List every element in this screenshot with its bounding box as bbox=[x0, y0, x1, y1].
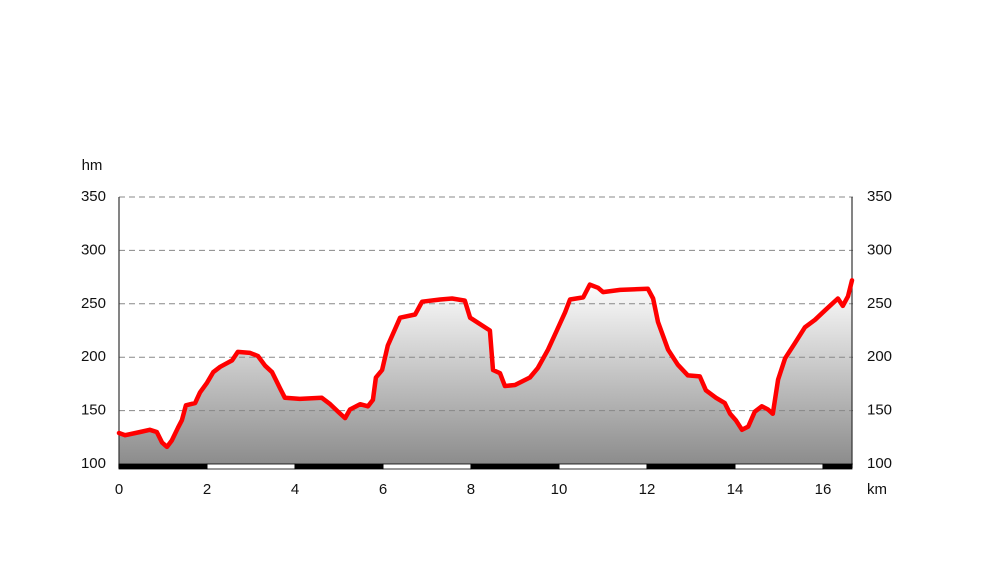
y2-tick-label: 350 bbox=[867, 188, 892, 205]
y-tick-label: 350 bbox=[81, 188, 106, 205]
scale-bar-segment bbox=[646, 463, 736, 470]
y-tick-label: 100 bbox=[81, 455, 106, 472]
x-tick-label: 0 bbox=[115, 481, 123, 498]
scale-bar-segment bbox=[470, 463, 560, 470]
x-axis-label: km bbox=[867, 481, 887, 498]
y2-tick-label: 150 bbox=[867, 402, 892, 419]
y-axis-label: hm bbox=[82, 157, 103, 174]
x-tick-label: 4 bbox=[291, 481, 299, 498]
x-tick-label: 2 bbox=[203, 481, 211, 498]
x-tick-label: 8 bbox=[467, 481, 475, 498]
x-tick-label: 6 bbox=[379, 481, 387, 498]
y2-tick-label: 100 bbox=[867, 455, 892, 472]
y-tick-label: 150 bbox=[81, 402, 106, 419]
x-tick-label: 10 bbox=[551, 481, 568, 498]
scale-bar-segment bbox=[118, 463, 208, 470]
elevation-line bbox=[116, 278, 855, 450]
x-tick-label: 12 bbox=[639, 481, 656, 498]
scale-bar-segment bbox=[206, 463, 296, 470]
y-tick-label: 300 bbox=[81, 241, 106, 258]
y2-tick-label: 200 bbox=[867, 348, 892, 365]
scale-bar-segment bbox=[558, 463, 648, 470]
y2-tick-label: 300 bbox=[867, 241, 892, 258]
x-tick-label: 16 bbox=[815, 481, 832, 498]
x-tick-label: 14 bbox=[727, 481, 744, 498]
elevation-area bbox=[119, 280, 852, 464]
scale-bar-segment bbox=[822, 463, 853, 470]
y2-tick-label: 250 bbox=[867, 295, 892, 312]
y-tick-label: 200 bbox=[81, 348, 106, 365]
scale-bar-segment bbox=[382, 463, 472, 470]
y-tick-label: 250 bbox=[81, 295, 106, 312]
scale-bar-segment bbox=[294, 463, 384, 470]
scale-bar-segment bbox=[734, 463, 824, 470]
